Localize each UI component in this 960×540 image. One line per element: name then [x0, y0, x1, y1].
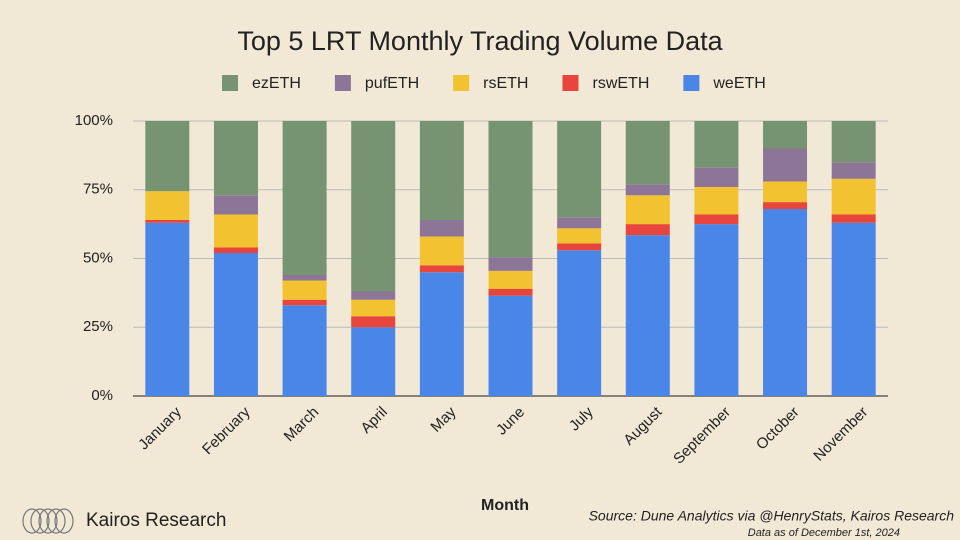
bar-segment — [213, 121, 258, 196]
bar-segment — [763, 121, 808, 149]
bar-segment — [557, 228, 602, 244]
legend-swatch — [562, 75, 579, 91]
bar-segment — [282, 299, 327, 306]
bar-segment — [488, 257, 533, 271]
bar-segment — [145, 191, 190, 220]
bar-segment — [282, 305, 327, 396]
legend-swatch — [334, 75, 351, 91]
legend-swatch — [222, 75, 238, 91]
legend-label: pufETH — [365, 75, 419, 92]
bar-segment — [213, 195, 258, 215]
bar-segment — [831, 222, 876, 396]
bar-segment — [625, 184, 670, 196]
x-tick-label: October — [753, 404, 803, 454]
y-tick-label: 50% — [83, 249, 113, 266]
x-tick-label: August — [620, 403, 666, 449]
bar-segment — [694, 224, 739, 396]
y-tick-label: 100% — [75, 112, 113, 129]
bar-segment — [763, 148, 808, 182]
x-tick-label: April — [358, 404, 391, 437]
bar-segment — [351, 291, 396, 300]
bar-segment — [351, 327, 396, 396]
bar-segment — [419, 265, 464, 273]
source: Source: Dune Analytics via @HenryStats, … — [589, 508, 955, 524]
bar-segment — [557, 217, 602, 229]
x-tick-label: January — [135, 403, 185, 453]
legend-label: ezETH — [252, 75, 301, 92]
bar-segment — [213, 247, 258, 253]
bar-segment — [694, 214, 739, 225]
bar-segment — [419, 220, 464, 237]
bar-segment — [419, 121, 464, 220]
bar-segment — [282, 275, 327, 281]
bar-segment — [213, 253, 258, 396]
bar-segment — [831, 214, 876, 223]
bar-segment — [763, 202, 808, 209]
x-tick-label: November — [810, 404, 871, 465]
bar-segment — [488, 270, 533, 289]
bar-segment — [831, 162, 876, 179]
bar-segment — [831, 121, 876, 163]
bar-segment — [557, 243, 602, 251]
bar-segment — [557, 121, 602, 218]
bar-segment — [763, 209, 808, 396]
brand-logo — [22, 508, 74, 534]
note: Data as of December 1st, 2024 — [748, 527, 900, 539]
bar-segment — [282, 121, 327, 275]
bar-segment — [419, 272, 464, 396]
y-tick-label: 25% — [83, 318, 113, 335]
bar-segment — [488, 288, 533, 296]
x-axis-label: Month — [481, 497, 529, 514]
x-tick-label: March — [281, 404, 322, 445]
bar-segment — [213, 214, 258, 248]
legend-label: rswETH — [592, 75, 649, 92]
legend-swatch — [683, 75, 700, 91]
bar-segment — [419, 236, 464, 266]
x-tick-label: May — [427, 403, 459, 435]
bar-segment — [694, 121, 739, 168]
bar-segment — [694, 167, 739, 187]
bar-segment — [625, 235, 670, 396]
x-tick-label: September — [670, 404, 734, 468]
bar-segment — [351, 299, 396, 317]
legend-swatch — [453, 75, 470, 91]
legend-label: rsETH — [483, 75, 528, 92]
bar-segment — [625, 224, 670, 236]
bar-segment — [145, 220, 190, 223]
bar-segment — [351, 316, 396, 328]
bar-segment — [145, 121, 190, 192]
chart-title: Top 5 LRT Monthly Trading Volume Data — [237, 26, 723, 56]
legend-label: weETH — [712, 75, 765, 92]
bar-segment — [831, 178, 876, 215]
bar-segment — [694, 187, 739, 215]
x-tick-label: June — [493, 404, 528, 439]
bar-segment — [557, 250, 602, 396]
y-tick-label: 0% — [91, 387, 113, 404]
bar-segment — [145, 222, 190, 396]
bar-segment — [625, 195, 670, 225]
y-tick-label: 75% — [83, 181, 113, 198]
x-tick-label: February — [199, 403, 254, 458]
bar-segment — [488, 121, 533, 258]
brand-name: Kairos Research — [86, 510, 226, 531]
bar-segment — [282, 280, 327, 300]
x-tick-label: July — [566, 403, 597, 434]
bar-segment — [351, 121, 396, 292]
bar-segment — [625, 121, 670, 185]
bar-segment — [763, 181, 808, 203]
bar-segment — [488, 295, 533, 396]
